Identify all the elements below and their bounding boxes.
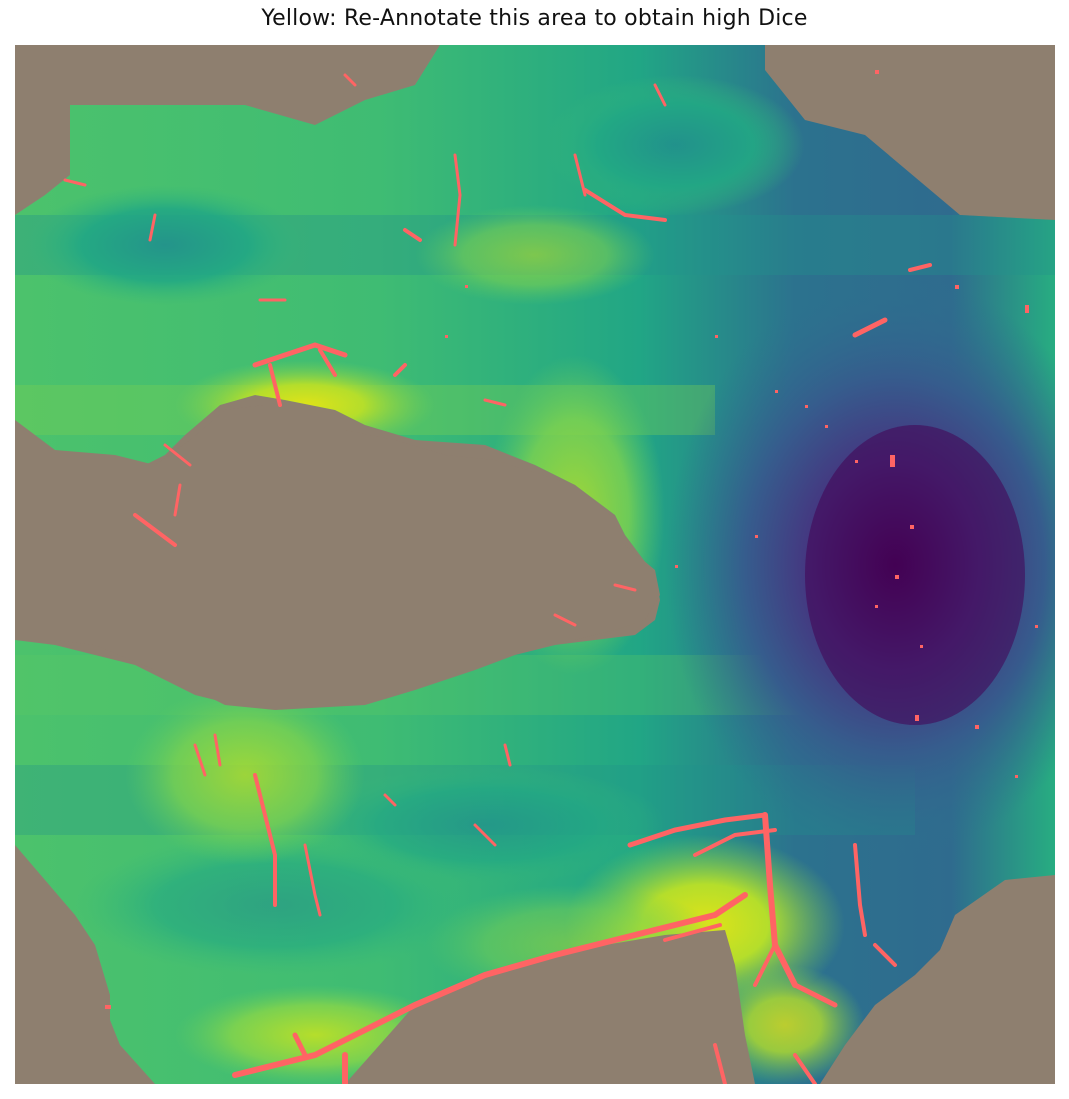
figure-title: Yellow: Re-Annotate this area to obtain … <box>261 6 808 31</box>
heatmap-svg <box>15 45 1055 1084</box>
annotation-overlay <box>63 73 932 1084</box>
background-hole <box>15 405 660 710</box>
annotation-speckles <box>105 70 1038 1009</box>
background-bottom <box>345 930 755 1084</box>
heatmap-image <box>15 45 1055 1084</box>
